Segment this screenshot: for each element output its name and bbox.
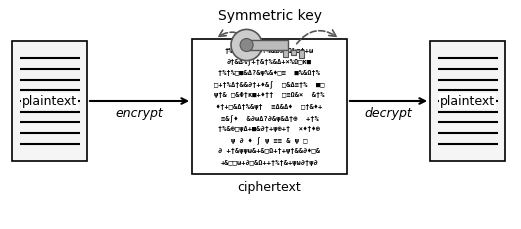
Bar <box>291 50 296 55</box>
Text: ∂ +†&ψψω&+&□Ω+†+ψ†&&∂♦□&: ∂ +†&ψψω&+&□Ω+†+ψ†&&∂♦□& <box>218 148 320 155</box>
Text: ≡&∫♦  &∂ωΔ?∂&ψ&Δ†⊕  +†%: ≡&∫♦ &∂ωΔ?∂&ψ&Δ†⊕ +†% <box>220 114 318 122</box>
FancyBboxPatch shape <box>246 40 288 50</box>
Text: ♦†+□&Δ†%&ψ†  ≡Δ&Δ♦  □†&♦+: ♦†+□&Δ†%&ψ† ≡Δ&Δ♦ □†&♦+ <box>216 104 322 109</box>
Text: ciphertext: ciphertext <box>238 182 301 194</box>
Text: ψ ∂ ♦ ∫ ψ ≡≡ & ψ □: ψ ∂ ♦ ∫ ψ ≡≡ & ψ □ <box>231 136 308 144</box>
Bar <box>299 50 304 58</box>
Text: encrypt: encrypt <box>116 106 164 120</box>
Bar <box>283 50 288 57</box>
Circle shape <box>231 29 262 61</box>
Text: †%&⊕□ψΔ+■&∂†+ψ⊕+†  ×♦†♦⊕: †%&⊕□ψΔ+■&∂†+ψ⊕+† ×♦†♦⊕ <box>218 126 320 132</box>
Text: +&□□ω+∂□&Ω++†%†&+ψω∂†ψ∂: +&□□ω+∂□&Ω++†%†&+ψω∂†ψ∂ <box>220 160 318 166</box>
Text: plaintext: plaintext <box>440 95 495 107</box>
Circle shape <box>240 38 253 52</box>
FancyBboxPatch shape <box>12 41 87 161</box>
Text: decrypt: decrypt <box>365 106 413 120</box>
Text: plaintext: plaintext <box>22 95 77 107</box>
Text: †%†%□■&Δ?&ψ%&♦□≡  ■%&Ω†%: †%†%□■&Δ?&ψ%&♦□≡ ■%&Ω†% <box>218 70 320 76</box>
Text: †%+†Δ∫%&Ø?%&Ω⊕ΔΩ%≡†+ω: †%+†Δ∫%&Ø?%&Ω⊕ΔΩ%≡†+ω <box>225 46 314 54</box>
FancyBboxPatch shape <box>430 41 505 161</box>
Text: ψ†& □&Φ†κ■+♦††  □≡Ω&×  &†%: ψ†& □&Φ†κ■+♦†† □≡Ω&× &†% <box>214 92 325 98</box>
Text: □+†%Δ†&&∂†+♦&∫  □&Δ≡†%  ■□: □+†%Δ†&&∂†+♦&∫ □&Δ≡†% ■□ <box>214 80 325 88</box>
Text: Symmetric key: Symmetric key <box>218 9 322 23</box>
FancyArrowPatch shape <box>296 30 336 44</box>
Text: ∂†&Δ%∫+†&†%&Δ+×%Ω□κ■: ∂†&Δ%∫+†&†%&Δ+×%Ω□κ■ <box>227 58 312 65</box>
FancyArrowPatch shape <box>219 30 250 43</box>
FancyBboxPatch shape <box>192 39 347 174</box>
